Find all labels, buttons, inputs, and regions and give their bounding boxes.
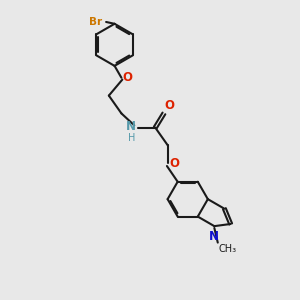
Text: O: O (169, 157, 179, 170)
Text: N: N (209, 230, 219, 243)
Text: CH₃: CH₃ (219, 244, 237, 254)
Text: Br: Br (89, 17, 102, 27)
Text: N: N (126, 120, 136, 133)
Text: H: H (128, 133, 136, 142)
Text: O: O (123, 71, 133, 84)
Text: O: O (165, 99, 175, 112)
